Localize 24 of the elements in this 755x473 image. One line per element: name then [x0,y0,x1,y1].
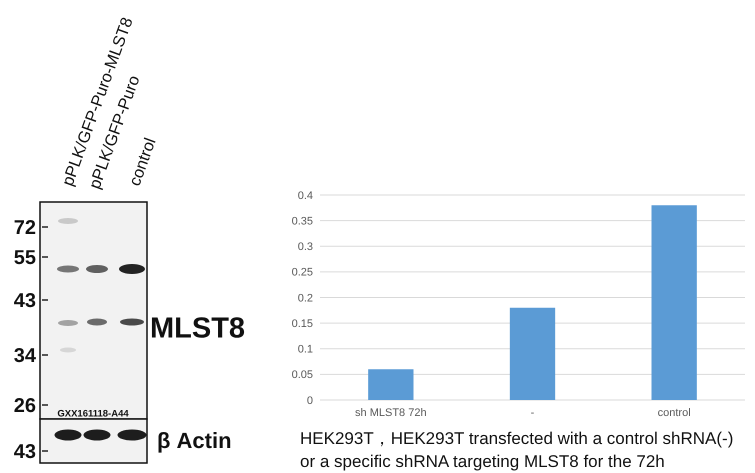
y-tick-label: 0.3 [298,241,313,254]
text: 72 [14,217,36,240]
x-tick-label: - [530,406,535,419]
y-tick-label: 0.35 [292,215,313,228]
text: 43 [14,290,36,312]
text: 26 [14,395,36,418]
y-tick-label: 0.1 [298,344,313,356]
text: 34 [14,345,37,368]
text: MLST8 [150,312,246,344]
y-tick-label: 0 [306,394,313,407]
y-tick-label: 0.25 [292,266,313,279]
y-tick-label: 0.15 [292,318,313,330]
bar [510,308,556,400]
text: 43 [14,441,36,464]
x-tick-label: control [658,406,691,419]
text: β Actin [157,428,232,453]
bar [652,205,697,400]
y-tick-label: 0.4 [298,190,313,202]
text: 55 [14,247,36,270]
x-tick-label: sh MLST8 72h [355,406,427,419]
y-tick-label: 0.05 [292,369,313,382]
text: HEK293T，HEK293T transfected with a control shRNA(-) or a specific shRNA targeting MLST8 for the 72h [300,429,734,471]
bar [368,369,414,400]
y-tick-label: 0.2 [298,292,313,304]
